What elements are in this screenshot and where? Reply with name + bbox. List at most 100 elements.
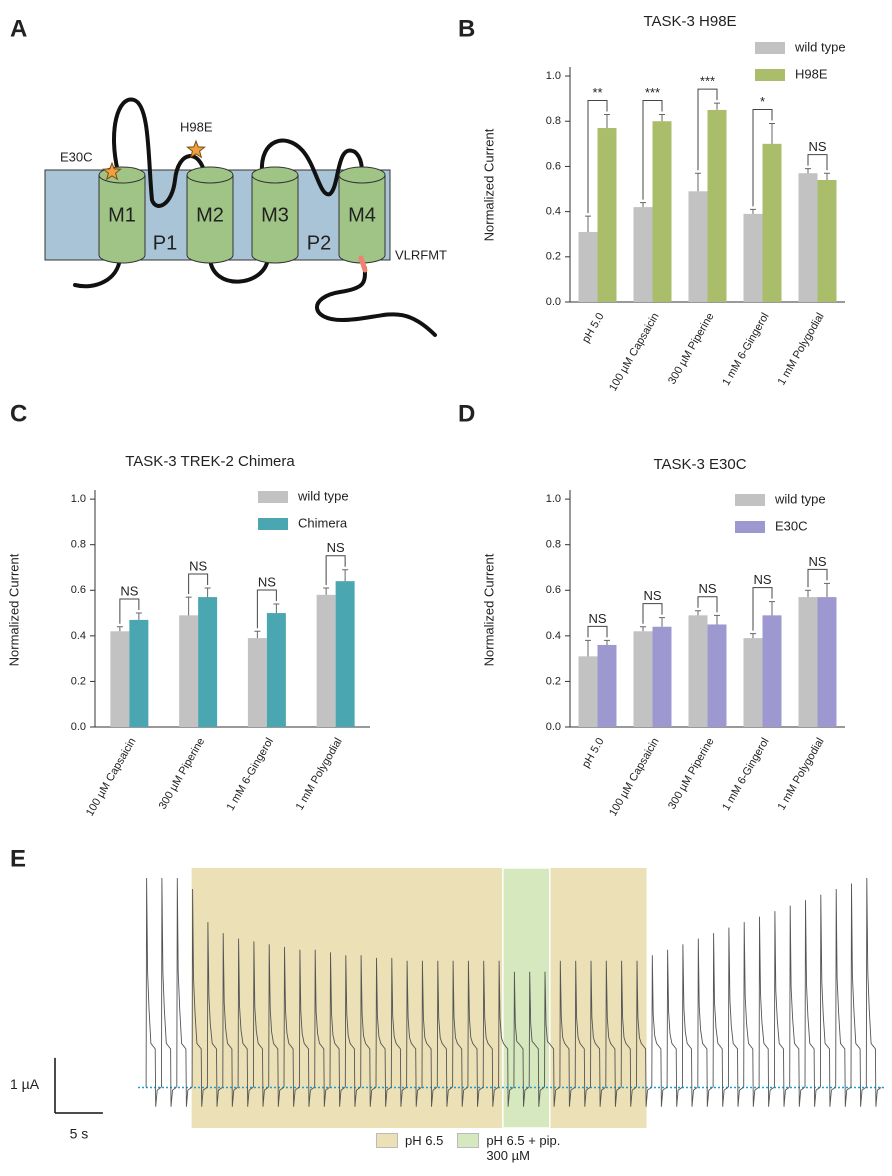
helix-label: M2 — [196, 204, 224, 226]
x-tick-label: 100 µM Capsaicin — [607, 311, 662, 393]
y-tick-label: 0.8 — [546, 115, 561, 127]
bar — [633, 631, 653, 727]
current-pulse — [819, 894, 836, 1107]
error-bar — [323, 587, 330, 595]
x-tick-label: 300 µM Piperine — [157, 736, 208, 812]
significance-label: NS — [753, 572, 771, 587]
significance-label: NS — [327, 540, 345, 555]
current-pulse — [206, 922, 223, 1107]
legend-swatch — [755, 42, 785, 54]
significance-label: *** — [700, 74, 715, 89]
helix-label: M3 — [261, 204, 289, 226]
current-pulse — [666, 949, 683, 1107]
bar — [179, 615, 199, 727]
current-pulse — [344, 955, 361, 1107]
bar — [743, 213, 763, 302]
current-pulse — [436, 960, 453, 1107]
bar — [707, 109, 727, 302]
error-bar — [750, 208, 756, 214]
current-pulse — [329, 952, 346, 1107]
x-tick-label: 100 µM Capsaicin — [84, 736, 139, 818]
error-bar — [805, 168, 811, 174]
error-bar — [254, 630, 261, 639]
bar — [597, 128, 617, 302]
bar — [198, 597, 218, 727]
legend-swatch — [755, 69, 785, 81]
bar — [110, 631, 130, 727]
legend-swatch — [735, 494, 765, 506]
x-tick-label: 1 mM 6-Gingerol — [225, 736, 276, 813]
current-pulse — [191, 888, 208, 1107]
current-pulse — [620, 960, 637, 1107]
x-tick-label: pH 5.0 — [580, 311, 607, 345]
x-tick-label: 100 µM Capsaicin — [607, 736, 662, 818]
legend-swatch — [258, 491, 288, 503]
y-tick-label: 1.0 — [546, 493, 561, 505]
x-tick-label: 1 mM Polygodial — [776, 311, 827, 387]
current-pulse — [835, 888, 851, 1107]
helices — [98, 166, 386, 264]
significance-label: NS — [588, 611, 606, 626]
chart-title: TASK-3 TREK-2 Chimera — [125, 453, 295, 470]
error-bar — [805, 589, 811, 598]
legend-item: pH 6.5 + pip. 300 µM — [457, 1133, 566, 1163]
y-tick-label: 0.2 — [546, 251, 561, 263]
trace-legend: pH 6.5 pH 6.5 + pip. 300 µM — [376, 1133, 566, 1163]
current-pulse — [145, 877, 162, 1107]
significance-bracket — [697, 596, 718, 613]
panel-label: A — [10, 15, 27, 42]
error-bar — [640, 626, 646, 632]
bar — [798, 597, 818, 727]
significance-bracket — [119, 598, 140, 624]
bar — [597, 644, 617, 727]
bar — [578, 656, 598, 727]
error-bar — [640, 202, 646, 208]
legend-swatch — [735, 521, 765, 533]
bar — [266, 613, 286, 727]
panel-label: E — [10, 845, 26, 872]
significance-bracket — [752, 108, 773, 207]
bar — [633, 207, 653, 302]
current-pulse — [544, 971, 560, 1107]
significance-label: NS — [808, 139, 826, 154]
legend-swatch — [258, 518, 288, 530]
x-tick-label: 1 mM 6-Gingerol — [720, 736, 771, 813]
current-pulse — [176, 877, 192, 1107]
current-pulse — [590, 960, 606, 1107]
error-bar — [714, 614, 720, 625]
y-axis-label: Normalized Current — [481, 553, 496, 666]
mutation-star — [186, 139, 206, 159]
significance-bracket — [642, 99, 663, 200]
significance-label: NS — [698, 581, 716, 596]
x-tick-label: 300 µM Piperine — [666, 736, 717, 812]
y-tick-label: 0.8 — [71, 539, 86, 551]
significance-label: * — [760, 94, 765, 109]
x-tick-label: 300 µM Piperine — [666, 311, 717, 387]
bar — [335, 581, 355, 727]
current-pulse — [375, 957, 392, 1107]
current-pulse — [804, 900, 821, 1107]
legend-swatch — [457, 1133, 480, 1148]
current-pulse — [605, 960, 621, 1107]
current-pulse — [636, 960, 652, 1107]
current-pulse — [727, 927, 744, 1107]
significance-label: NS — [643, 588, 661, 603]
channel-diagram: M1 M2 M3 M4 P1 P2 E30C H98E VLRFMT — [44, 97, 447, 337]
mutation-label: E30C — [60, 149, 93, 164]
error-bar — [135, 612, 142, 620]
current-pulse — [559, 960, 575, 1107]
y-tick-label: 0.4 — [546, 630, 561, 642]
bar — [652, 626, 672, 727]
y-tick-label: 0.2 — [71, 675, 86, 687]
mutation-star — [102, 161, 122, 181]
error-bar — [824, 582, 830, 598]
error-bar — [659, 617, 665, 627]
error-bar — [769, 122, 775, 144]
y-tick-label: 0.0 — [546, 296, 561, 308]
significance-bracket — [807, 568, 828, 588]
significance-label: ** — [592, 85, 602, 100]
significance-bracket — [188, 573, 209, 595]
x-tick-label: 1 mM Polygodial — [776, 736, 827, 812]
